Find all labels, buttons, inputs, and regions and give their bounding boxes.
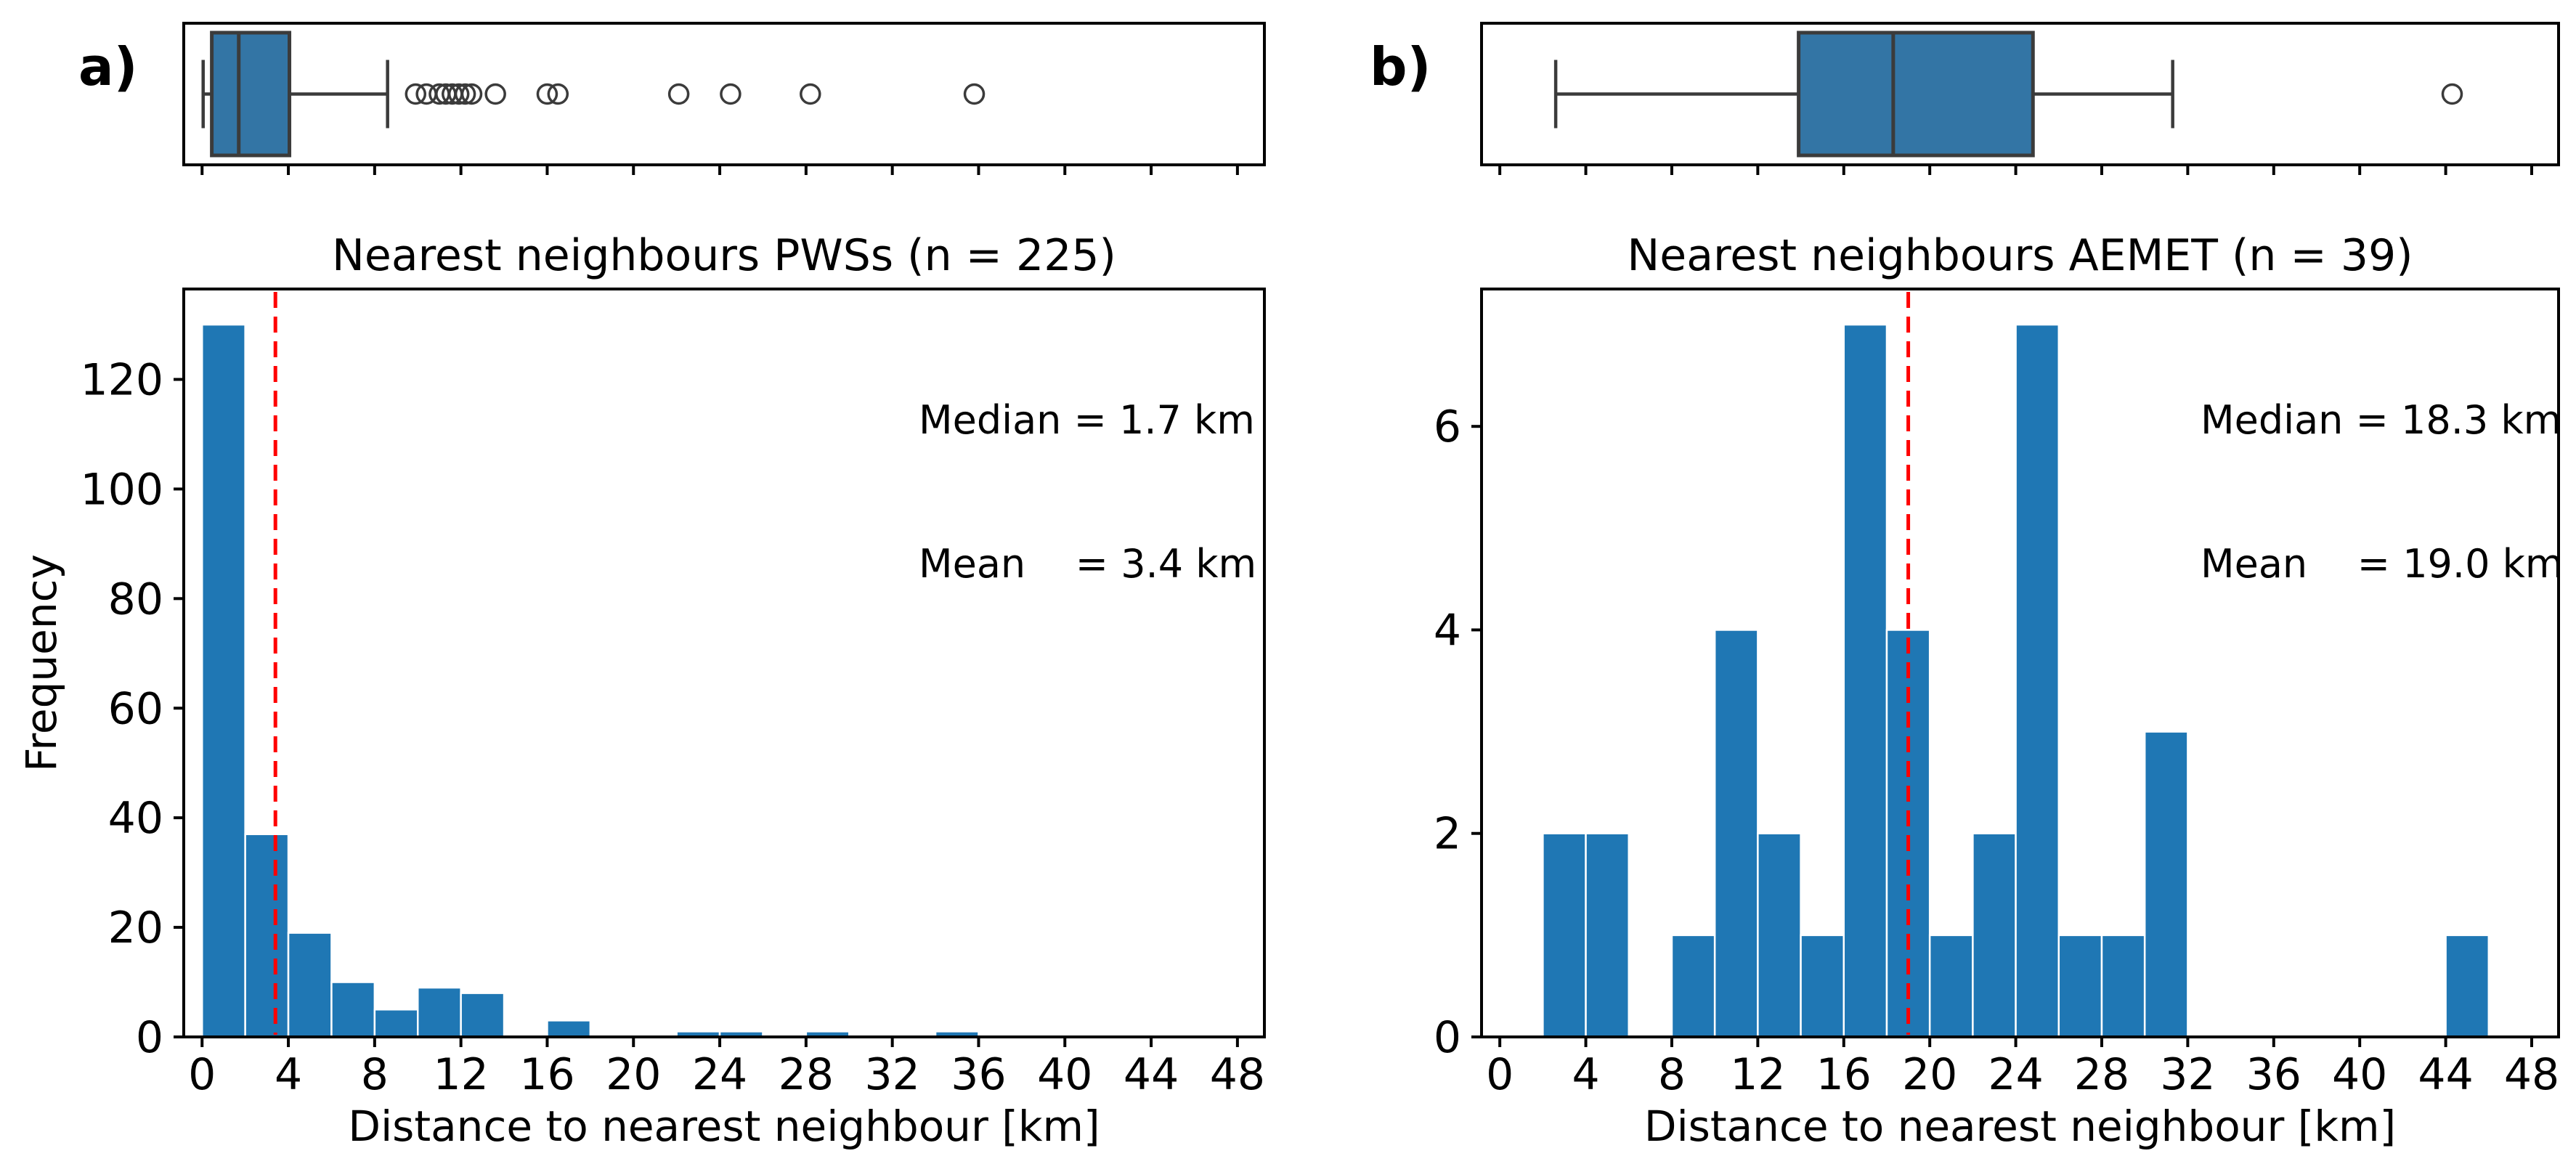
histogram-bar: [1800, 934, 1845, 1038]
outlier-point: [963, 83, 986, 105]
histogram-bar: [2057, 934, 2103, 1038]
histogram-bar: [1670, 934, 1716, 1038]
y-tick-label: 0: [136, 1012, 163, 1063]
histogram-bar: [1713, 629, 1759, 1038]
box: [1797, 30, 2035, 158]
x-tick-label: 12: [433, 1049, 488, 1100]
y-tick-label: 0: [1434, 1012, 1461, 1063]
histogram-bar: [200, 323, 246, 1038]
boxplot-frame: [182, 22, 1266, 166]
histogram-bar: [2445, 934, 2490, 1038]
histogram-bar: [1585, 832, 1630, 1038]
outlier-point: [405, 83, 427, 105]
histogram-frame: [1480, 288, 2560, 1038]
x-tick-label: 44: [2418, 1049, 2473, 1100]
histogram-bar: [417, 986, 462, 1038]
x-tick-label: 0: [188, 1049, 216, 1100]
histogram-bar: [1842, 323, 1888, 1038]
y-tick-label: 2: [1434, 809, 1461, 860]
x-tick-label: 32: [864, 1049, 919, 1100]
histogram-bar: [460, 992, 505, 1038]
y-tick-label: 100: [80, 464, 163, 515]
x-tick-label: 32: [2160, 1049, 2215, 1100]
y-tick-label: 40: [108, 793, 163, 844]
histogram-bar: [2143, 731, 2189, 1038]
x-tick-label: 24: [1988, 1049, 2043, 1100]
x-tick-label: 8: [361, 1049, 389, 1100]
x-tick-label: 4: [275, 1049, 302, 1100]
x-tick-label: 36: [2246, 1049, 2301, 1100]
outlier-point: [454, 83, 476, 105]
x-tick-label: 28: [2074, 1049, 2129, 1100]
panel-a-median-annotation: Median = 1.7 km: [919, 397, 1255, 443]
outlier-point: [536, 83, 558, 105]
x-tick-label: 8: [1658, 1049, 1686, 1100]
outlier-point: [547, 83, 569, 105]
histogram-bar: [373, 1009, 419, 1038]
histogram-bar: [546, 1020, 592, 1038]
histogram-frame: [182, 288, 1266, 1038]
panel-b-annotation: Median = 18.3 km Mean = 19.0 km: [2201, 301, 2563, 684]
x-tick-label: 24: [692, 1049, 747, 1100]
x-tick-label: 4: [1572, 1049, 1599, 1100]
x-tick-label: 12: [1730, 1049, 1785, 1100]
x-tick-label: 48: [1210, 1049, 1265, 1100]
outlier-point: [484, 83, 506, 105]
histogram-bar: [1757, 832, 1802, 1038]
histogram-bar: [1972, 832, 2017, 1038]
box: [210, 30, 292, 158]
panel-b-title: Nearest neighbours AEMET (n = 39): [1627, 230, 2413, 281]
outlier-point: [460, 83, 483, 105]
histogram-bar: [287, 932, 333, 1038]
outlier-point: [667, 83, 690, 105]
panel-a-annotation: Median = 1.7 km Mean = 3.4 km: [919, 301, 1256, 684]
panel-a-xaxis-label: Distance to nearest neighbour [km]: [348, 1102, 1100, 1151]
outlier-point: [447, 83, 470, 105]
outlier-point: [800, 83, 821, 105]
y-tick-label: 4: [1434, 605, 1461, 656]
x-tick-label: 40: [1037, 1049, 1092, 1100]
y-tick-label: 6: [1434, 402, 1461, 452]
panel-a-title: Nearest neighbours PWSs (n = 225): [332, 230, 1116, 281]
y-tick-label: 60: [108, 683, 163, 734]
x-tick-label: 20: [1902, 1049, 1957, 1100]
x-tick-label: 16: [519, 1049, 574, 1100]
x-tick-label: 0: [1486, 1049, 1513, 1100]
panel-a-label: a): [78, 36, 138, 97]
histogram-bar: [2100, 934, 2146, 1038]
x-tick-label: 48: [2504, 1049, 2559, 1100]
histogram-bar: [330, 981, 376, 1038]
x-tick-label: 44: [1124, 1049, 1179, 1100]
boxplot-frame: [1480, 22, 2560, 166]
y-tick-label: 80: [108, 574, 163, 624]
x-tick-label: 36: [951, 1049, 1006, 1100]
panel-b-xaxis-label: Distance to nearest neighbour [km]: [1643, 1102, 2397, 1151]
histogram-bar: [2015, 323, 2060, 1038]
panel-b-mean-annotation: Mean = 19.0 km: [2201, 541, 2564, 587]
x-tick-label: 40: [2332, 1049, 2387, 1100]
y-tick-label: 120: [80, 355, 163, 406]
panel-a-yaxis-label: Frequency: [17, 554, 66, 772]
histogram-bar: [244, 833, 290, 1038]
x-tick-label: 28: [779, 1049, 834, 1100]
outlier-point: [2441, 83, 2463, 105]
x-tick-label: 16: [1816, 1049, 1872, 1100]
histogram-bar: [1542, 832, 1587, 1038]
panel-b-label: b): [1370, 36, 1431, 97]
outlier-point: [720, 83, 741, 105]
panel-a-mean-annotation: Mean = 3.4 km: [919, 541, 1257, 587]
histogram-bar: [1928, 934, 1974, 1038]
x-tick-label: 20: [606, 1049, 661, 1100]
panel-b-median-annotation: Median = 18.3 km: [2201, 397, 2562, 443]
y-tick-label: 20: [108, 903, 163, 953]
